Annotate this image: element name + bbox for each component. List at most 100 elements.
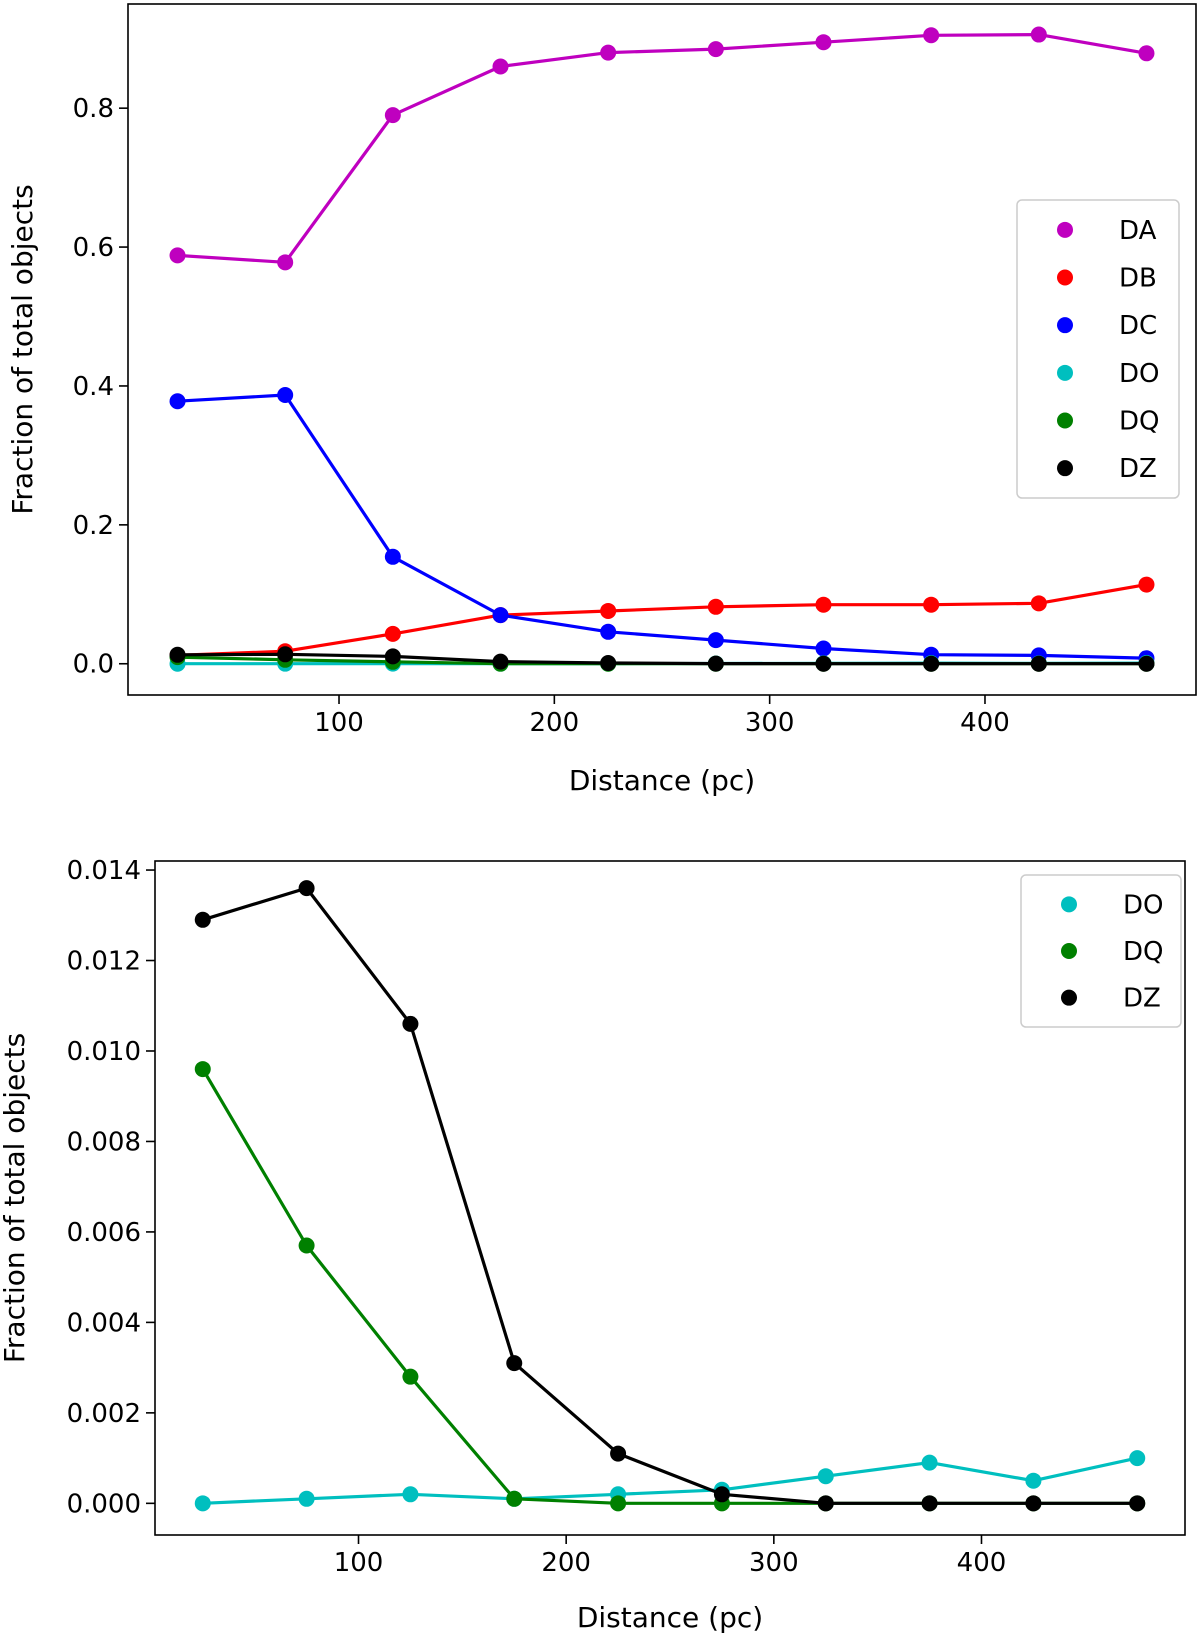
point-dz: [610, 1445, 627, 1462]
point-dz: [402, 1015, 419, 1032]
y-tick-label: 0.6: [73, 233, 114, 263]
point-dc: [600, 623, 617, 640]
legend-marker-dc: [1057, 317, 1073, 334]
point-dc: [384, 548, 401, 565]
y-tick-label: 0.2: [73, 511, 114, 541]
point-dz: [1138, 655, 1155, 672]
legend-marker-dz: [1057, 460, 1073, 477]
series-line-dz: [177, 652, 1147, 666]
chart-top: 100 200 300 400 0.0 0.2 0.4 0.6 0.8 Distance (pc)…: [6, 3, 1197, 797]
legend-marker-dq: [1057, 412, 1073, 429]
point-da: [600, 44, 617, 61]
point-do: [194, 1495, 211, 1512]
x-tick-label: 200: [541, 1548, 591, 1578]
series-line-dc: [177, 393, 1147, 660]
point-dz: [506, 1355, 523, 1372]
point-da: [1138, 45, 1155, 62]
point-dq: [506, 1490, 523, 1507]
point-dz: [277, 646, 294, 663]
point-db: [1030, 595, 1047, 612]
legend-box: [1016, 199, 1180, 499]
legend-marker-dq: [1061, 943, 1077, 959]
y-tick-label: 0.010: [67, 1037, 141, 1067]
y-tick-label: 0.4: [73, 372, 114, 402]
x-tick-label: 100: [314, 708, 364, 738]
y-tick-label: 0.000: [67, 1489, 141, 1519]
point-dc: [492, 607, 509, 624]
point-da: [492, 58, 509, 75]
series-line-db: [177, 583, 1147, 657]
point-da: [923, 27, 940, 44]
point-dq: [194, 1061, 211, 1078]
point-dz: [817, 1495, 834, 1512]
point-do: [1129, 1450, 1146, 1467]
point-dz: [1129, 1495, 1146, 1512]
point-dz: [194, 911, 211, 928]
point-db: [707, 598, 724, 615]
x-axis-label: Distance (pc): [577, 1601, 763, 1634]
legend-label-dz: DZ: [1119, 454, 1157, 484]
series-line-do: [202, 1456, 1138, 1505]
legend-marker-da: [1057, 221, 1073, 238]
point-dz: [169, 646, 186, 663]
x-axis-label: Distance (pc): [569, 764, 755, 797]
legend-label-do: DO: [1123, 890, 1164, 920]
legend-marker-dz: [1061, 989, 1077, 1006]
point-dc: [169, 393, 186, 410]
series-line-da: [177, 32, 1147, 264]
point-db: [1138, 576, 1155, 593]
x-tick-label: 400: [957, 1548, 1007, 1578]
legend-label-da: DA: [1119, 216, 1157, 246]
chart-bottom: 100 200 300 400 0.000 0.002 0.004 0.006 0.008 0.0…: [0, 856, 1186, 1634]
point-da: [169, 247, 186, 264]
y-axis-label: Fraction of total objects: [0, 1033, 31, 1363]
y-tick-label: 0.8: [73, 94, 114, 124]
point-dz: [815, 655, 832, 672]
legend-label-dq: DQ: [1119, 407, 1160, 437]
point-dq: [402, 1368, 419, 1385]
point-db: [600, 602, 617, 619]
point-db: [815, 596, 832, 613]
point-do: [298, 1490, 315, 1507]
point-dz: [1030, 655, 1047, 672]
point-dz: [921, 1495, 938, 1512]
point-da: [815, 34, 832, 51]
series-line-dz: [202, 886, 1138, 1505]
point-db: [923, 596, 940, 613]
y-tick-label: 0.002: [67, 1399, 141, 1429]
point-dz: [600, 654, 617, 671]
y-axis-label: Fraction of total objects: [6, 184, 39, 514]
point-da: [277, 254, 294, 271]
point-do: [1025, 1472, 1042, 1489]
point-dz: [298, 880, 315, 897]
legend-marker-db: [1057, 269, 1073, 286]
point-dz: [492, 653, 509, 670]
point-dz: [1025, 1495, 1042, 1512]
legend-label-dz: DZ: [1123, 984, 1161, 1014]
point-do: [921, 1454, 938, 1471]
plot-frame: [154, 860, 1186, 1536]
point-dq: [610, 1495, 627, 1512]
y-tick-label: 0.006: [67, 1218, 141, 1248]
x-tick-label: 200: [530, 708, 580, 738]
point-dc: [707, 632, 724, 649]
legend-marker-do: [1057, 364, 1073, 381]
legend-label-dq: DQ: [1123, 937, 1164, 967]
x-tick-label: 100: [334, 1548, 384, 1578]
y-tick-label: 0.008: [67, 1127, 141, 1157]
point-dz: [713, 1486, 730, 1503]
y-tick-label: 0.014: [67, 856, 141, 886]
series-line-dq: [201, 1068, 1138, 1505]
point-do: [817, 1468, 834, 1485]
x-tick-label: 300: [745, 708, 795, 738]
legend-marker-do: [1061, 896, 1077, 913]
point-do: [402, 1486, 419, 1503]
point-dc: [815, 640, 832, 657]
y-tick-label: 0.0: [73, 650, 114, 680]
plot-frame: [127, 3, 1197, 696]
point-dz: [923, 655, 940, 672]
legend-label-do: DO: [1119, 359, 1160, 389]
x-tick-label: 400: [960, 708, 1010, 738]
point-db: [384, 625, 401, 642]
